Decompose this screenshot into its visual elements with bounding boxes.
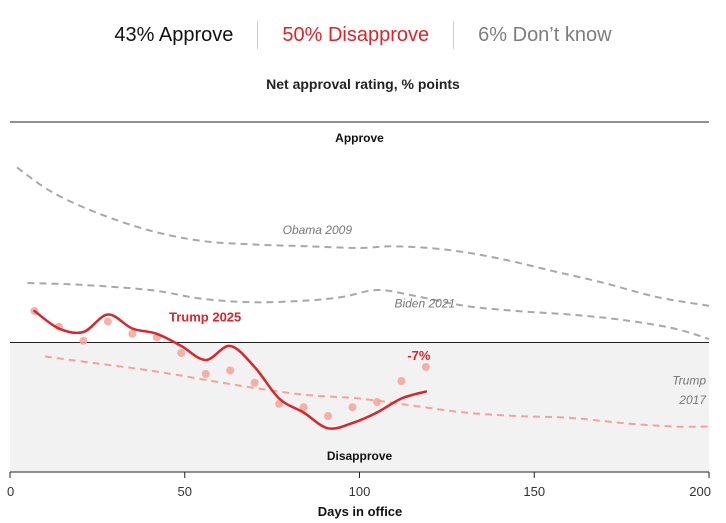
poll-point (324, 412, 333, 420)
poll-point (128, 329, 137, 338)
poll-point (103, 317, 112, 326)
x-axis-label: Days in office (318, 504, 403, 519)
obama-2009-label: Obama 2009 (283, 223, 353, 237)
x-tick-label: 150 (523, 484, 545, 499)
poll-point (250, 378, 259, 387)
x-tick-label: 200 (689, 484, 711, 499)
poll-point (348, 403, 357, 412)
poll-point (226, 366, 235, 375)
trump-2025-label: Trump 2025 (169, 310, 241, 325)
x-tick-label: 100 (349, 484, 371, 499)
summary-divider (257, 21, 259, 49)
poll-point (79, 336, 88, 345)
summary-divider (453, 21, 455, 49)
poll-point (201, 370, 210, 378)
chart-title: Net approval rating, % points (266, 76, 460, 92)
dont-know-share: 6% Don’t know (478, 23, 612, 46)
approval-summary: 43% Approve 50% Disapprove 6% Don’t know (0, 20, 726, 50)
biden-2021-label: Biden 2021 (394, 297, 455, 311)
x-tick-label: 0 (7, 484, 14, 499)
disapprove-zone-label: Disapprove (327, 449, 393, 463)
trump-2017-label: 2017 (678, 393, 707, 407)
x-tick-label: 50 (178, 484, 192, 499)
poll-point (372, 398, 381, 406)
approve-zone-label: Approve (335, 131, 384, 145)
approve-share: 43% Approve (114, 23, 234, 46)
obama-2009-line (16, 166, 710, 307)
trump-2017-line (44, 355, 710, 428)
trump-2025-line (33, 309, 428, 430)
poll-point (397, 377, 406, 385)
disapprove-share: 50% Disapprove (282, 23, 430, 46)
poll-point (177, 349, 186, 357)
trump-2025-end-value: -7% (407, 348, 431, 363)
poll-point (299, 403, 308, 412)
trump-2017-label: Trump (672, 374, 706, 388)
poll-point (421, 363, 430, 371)
biden-2021-line (27, 282, 710, 340)
disapprove-zone (10, 342, 709, 472)
